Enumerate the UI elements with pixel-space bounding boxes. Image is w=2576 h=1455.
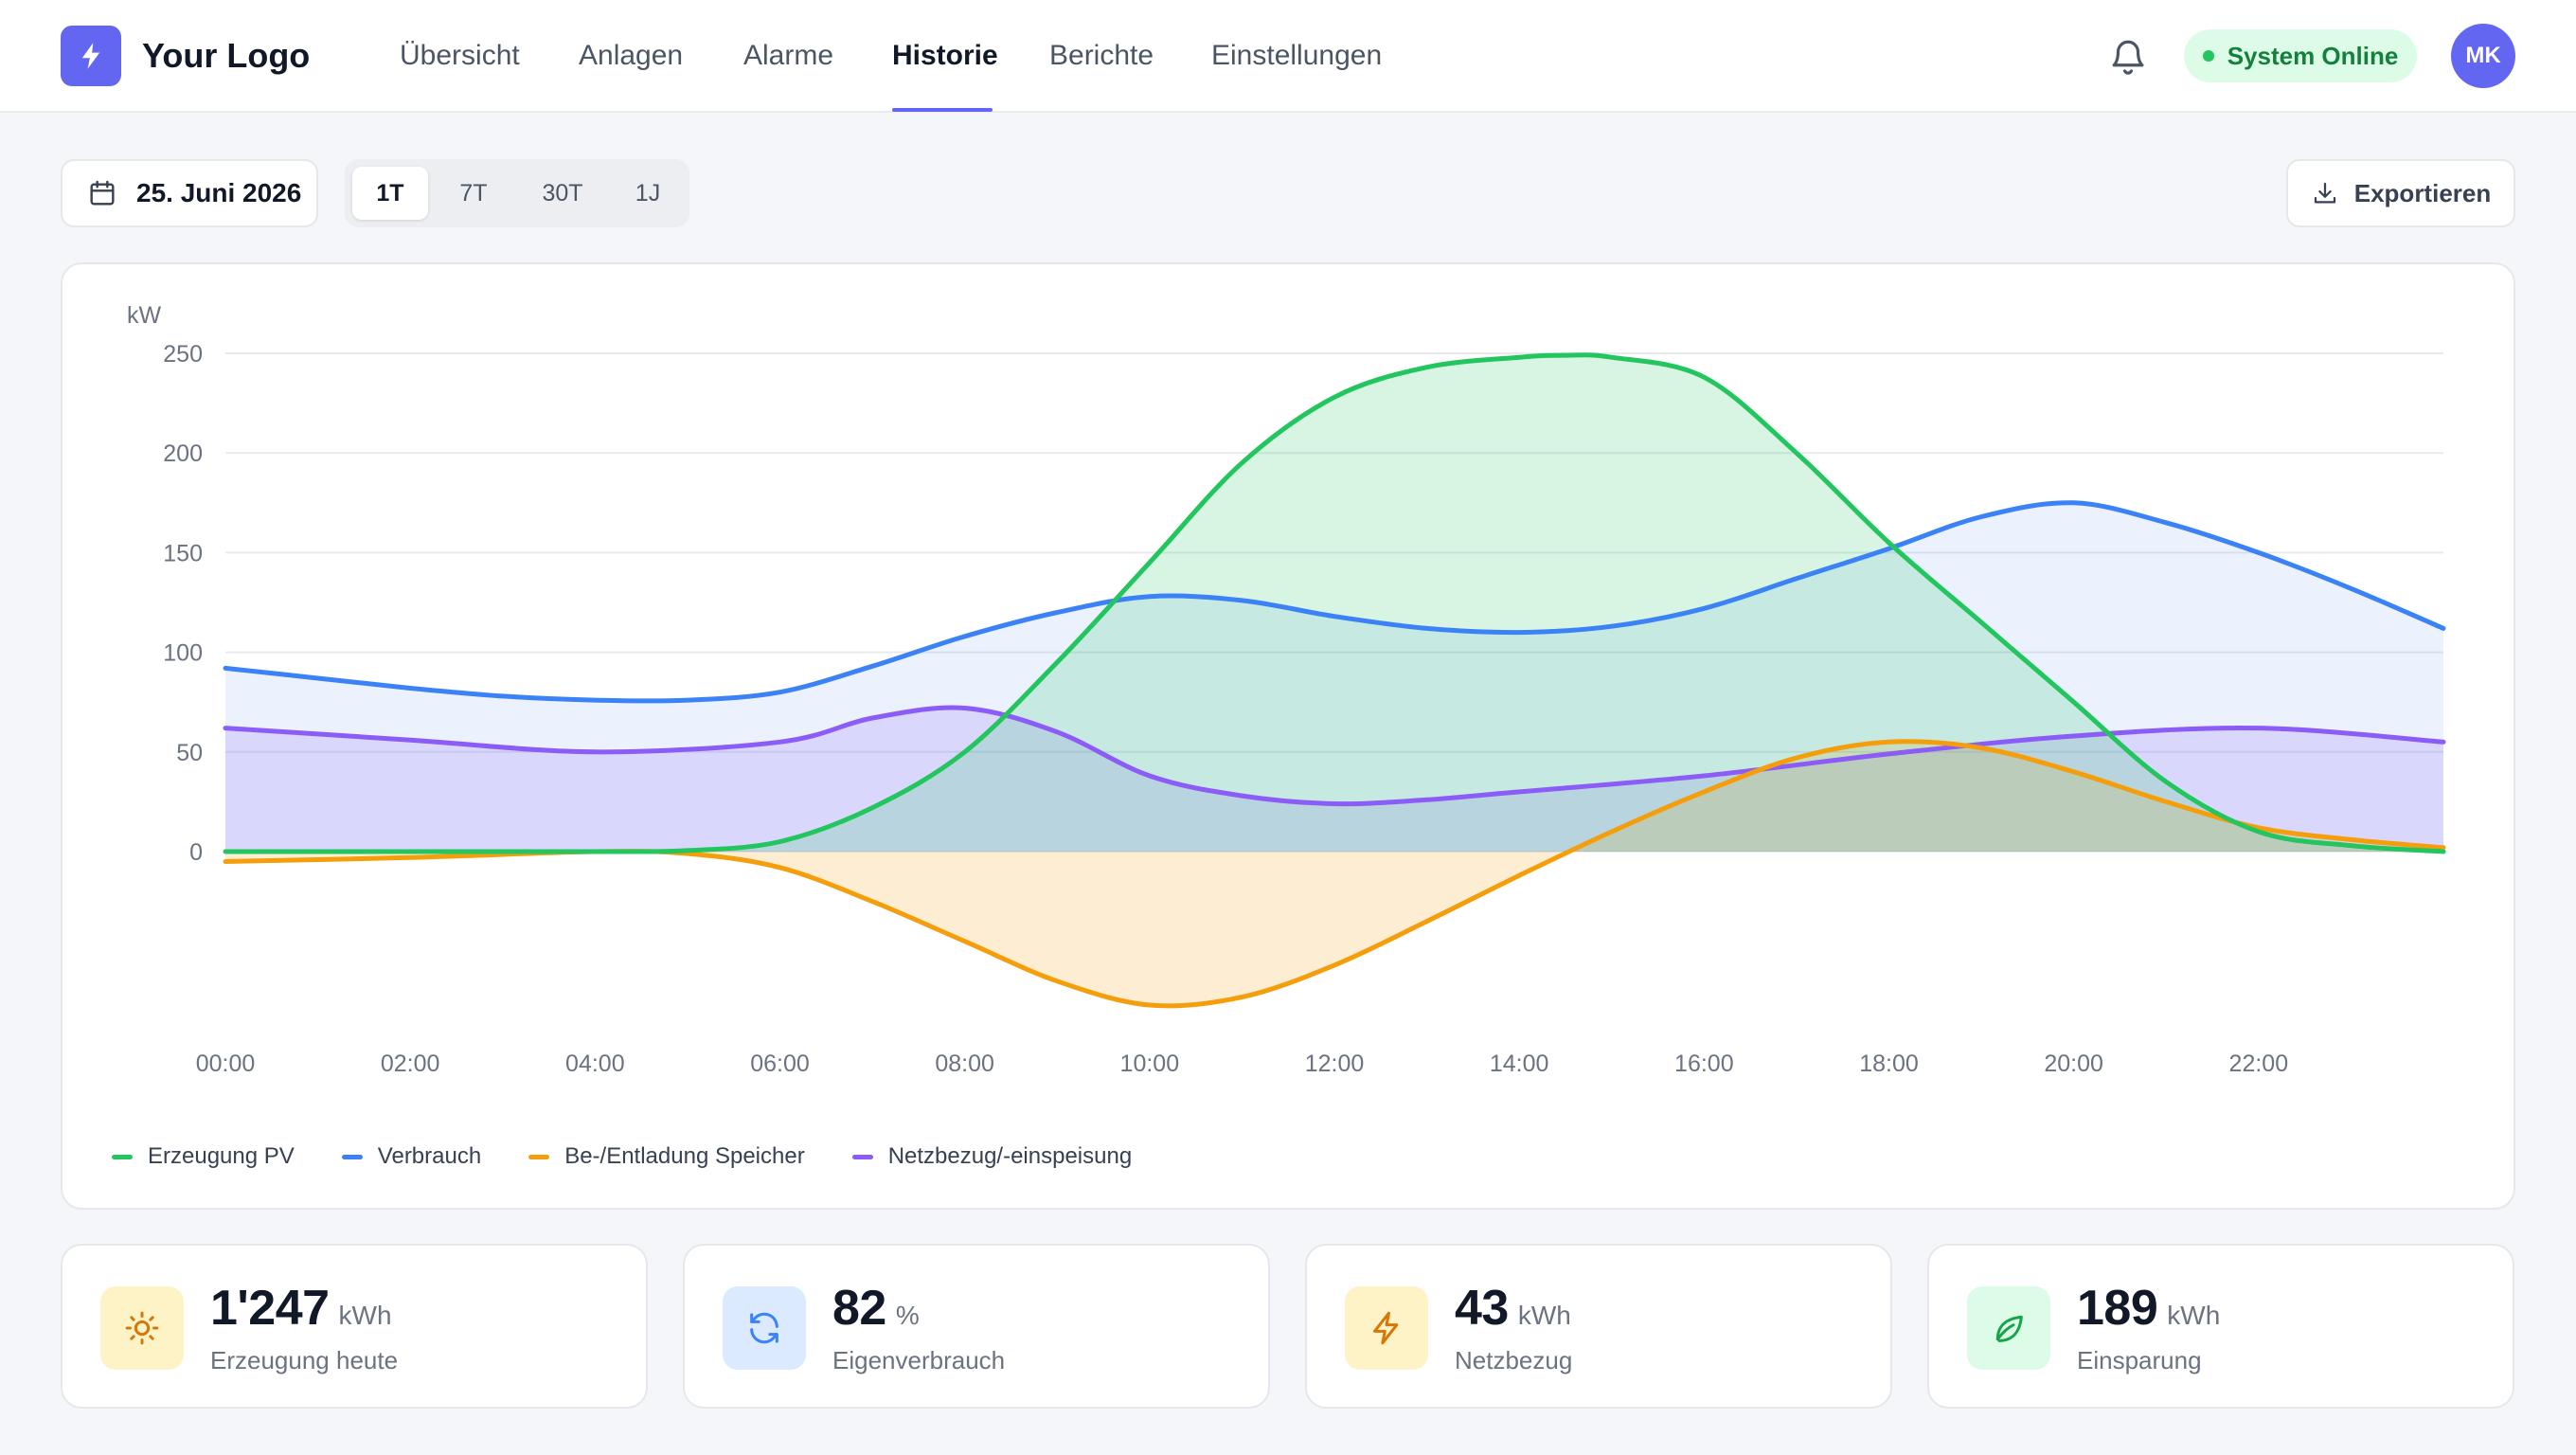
x-tick-label: 14:00 (1490, 1051, 1549, 1077)
date-picker-button[interactable]: 25. Juni 2026 (61, 159, 318, 227)
stat-card-erzeugung: 1'247 kWh Erzeugung heute (61, 1244, 648, 1409)
selected-date: 25. Juni 2026 (136, 178, 302, 207)
legend-swatch (851, 1154, 873, 1159)
lightning-icon (1373, 1311, 1399, 1345)
stat-icon-container (1345, 1286, 1428, 1370)
x-tick-label: 00:00 (196, 1051, 256, 1077)
system-status-label: System Online (2227, 41, 2399, 70)
stat-label: Einsparung (2077, 1346, 2202, 1374)
stat-unit: % (895, 1301, 920, 1330)
logo-mark[interactable] (61, 26, 121, 86)
stat-value: 189 kWh (2077, 1280, 2220, 1337)
y-tick-label: 100 (163, 640, 203, 667)
chart-legend: Erzeugung PV Verbrauch Be-/Entladung Speic… (112, 1143, 1132, 1170)
y-tick-label: 150 (163, 540, 203, 566)
legend-swatch (112, 1154, 133, 1159)
stat-value: 43 kWh (1455, 1280, 1571, 1337)
download-icon (2314, 182, 2335, 204)
stat-unit: kWh (338, 1301, 392, 1330)
export-button[interactable]: Exportieren (2286, 159, 2515, 227)
sun-icon (125, 1311, 159, 1345)
nav-item-historie[interactable]: Historie (892, 40, 998, 71)
range-button-30t[interactable]: 30T (542, 179, 583, 207)
series-area-0 (225, 354, 2443, 853)
legend-item[interactable]: Erzeugung PV (112, 1143, 295, 1170)
nav-item-berichte[interactable]: Berichte (1049, 40, 1154, 71)
x-tick-label: 10:00 (1120, 1051, 1180, 1077)
range-button-1j[interactable]: 1J (635, 179, 661, 207)
stat-label: Eigenverbrauch (832, 1346, 1006, 1374)
status-dot-icon (2202, 50, 2214, 62)
range-button-1t[interactable]: 1T (352, 167, 428, 220)
history-chart-card: 0 50 100 150 200 250 00:00 02:00 04:00 06:00 08:00… (61, 262, 2515, 1210)
series-area-2 (225, 741, 2443, 1006)
series-area-1 (225, 502, 2443, 852)
stat-icon-container (1967, 1286, 2050, 1370)
legend-label: Be-/Entladung Speicher (564, 1143, 805, 1169)
nav-item-uebersicht[interactable]: Übersicht (400, 40, 520, 71)
stat-value: 82 % (832, 1280, 920, 1337)
x-tick-label: 04:00 (565, 1051, 625, 1077)
y-axis-unit-label: kW (127, 302, 162, 329)
legend-item[interactable]: Netzbezug/-einspeisung (851, 1143, 1133, 1170)
stat-icon-container (100, 1286, 184, 1370)
x-tick-label: 16:00 (1674, 1051, 1734, 1077)
brand-name[interactable]: Your Logo (142, 36, 311, 75)
series-line-1[interactable] (223, 500, 2446, 704)
legend-label: Erzeugung PV (148, 1143, 295, 1169)
export-label: Exportieren (2353, 178, 2492, 207)
x-tick-label: 08:00 (935, 1051, 994, 1077)
legend-swatch (341, 1154, 363, 1159)
lightning-icon (81, 43, 100, 69)
bell-icon[interactable] (2108, 36, 2148, 78)
refresh-icon (750, 1312, 778, 1344)
y-tick-label: 50 (176, 740, 203, 766)
x-tick-label: 02:00 (381, 1051, 440, 1077)
stat-label: Netzbezug (1455, 1346, 1573, 1374)
legend-label: Verbrauch (377, 1143, 482, 1169)
x-tick-label: 06:00 (750, 1051, 810, 1077)
x-tick-label: 22:00 (2229, 1051, 2289, 1077)
y-tick-label: 0 (189, 839, 203, 866)
power-history-chart[interactable]: 0 50 100 150 200 250 00:00 02:00 04:00 06:00 08:00… (63, 264, 2517, 1117)
nav-item-einstellungen[interactable]: Einstellungen (1211, 40, 1383, 71)
x-tick-label: 18:00 (1859, 1051, 1919, 1077)
time-range-selector: 1T 7T 30T 1J (345, 159, 689, 227)
active-tab-indicator (892, 108, 993, 112)
stat-icon-container (723, 1286, 806, 1370)
stat-card-eigenverbrauch: 82 % Eigenverbrauch (683, 1244, 1270, 1409)
stat-value: 1'247 kWh (210, 1280, 392, 1337)
y-tick-label: 250 (163, 341, 203, 368)
stat-card-netzbezug: 43 kWh Netzbezug (1305, 1244, 1892, 1409)
top-navbar: Your Logo Übersicht Anlagen Alarme Histo… (0, 0, 2576, 113)
stat-unit: kWh (1517, 1301, 1571, 1330)
stat-number: 82 (832, 1281, 886, 1336)
series-line-0[interactable] (223, 352, 2446, 854)
nav-item-anlagen[interactable]: Anlagen (579, 40, 684, 71)
legend-item[interactable]: Verbrauch (341, 1143, 482, 1170)
stat-unit: kWh (2167, 1301, 2221, 1330)
system-status-badge: System Online (2184, 29, 2417, 82)
leaf-icon (1995, 1315, 2023, 1342)
series-line-2[interactable] (223, 739, 2446, 1009)
stat-number: 189 (2077, 1281, 2158, 1336)
user-avatar[interactable]: MK (2451, 24, 2515, 88)
range-button-7t[interactable]: 7T (459, 179, 488, 207)
calendar-icon (90, 180, 115, 206)
stat-label: Erzeugung heute (210, 1346, 399, 1374)
legend-label: Netzbezug/-einspeisung (887, 1143, 1133, 1169)
y-tick-label: 200 (163, 440, 203, 467)
x-tick-label: 20:00 (2044, 1051, 2103, 1077)
series-line-3[interactable] (223, 705, 2446, 807)
stat-number: 43 (1455, 1281, 1509, 1336)
legend-swatch (528, 1154, 550, 1159)
stat-card-einsparung: 189 kWh Einsparung (1927, 1244, 2514, 1409)
stat-number: 1'247 (210, 1281, 330, 1336)
legend-item[interactable]: Be-/Entladung Speicher (528, 1143, 805, 1170)
nav-item-alarme[interactable]: Alarme (743, 40, 834, 71)
x-tick-label: 12:00 (1305, 1051, 1365, 1077)
